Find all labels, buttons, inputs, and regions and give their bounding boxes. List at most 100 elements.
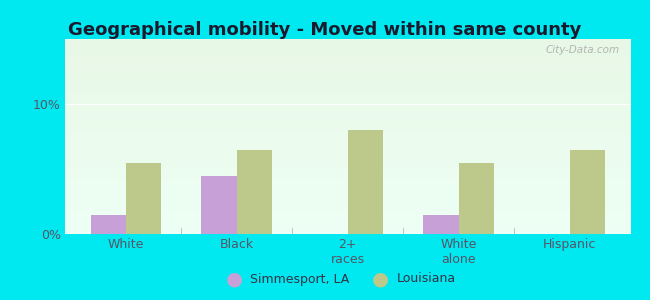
Bar: [65, 121, 630, 122]
Bar: [65, 175, 630, 176]
Bar: [65, 101, 630, 102]
Bar: [65, 144, 630, 145]
Bar: [65, 118, 630, 119]
Text: Louisiana: Louisiana: [396, 272, 456, 286]
Bar: [65, 51, 630, 52]
Text: City-Data.com: City-Data.com: [545, 45, 619, 55]
Bar: [65, 180, 630, 181]
Bar: [65, 111, 630, 112]
Bar: [65, 136, 630, 137]
Bar: [65, 99, 630, 101]
Bar: [65, 225, 630, 226]
Bar: [65, 214, 630, 215]
Bar: [65, 41, 630, 42]
Bar: [65, 45, 630, 46]
Bar: [65, 53, 630, 54]
Bar: [65, 182, 630, 183]
Bar: [65, 199, 630, 200]
Bar: [65, 106, 630, 107]
Bar: [65, 69, 630, 70]
Bar: [65, 207, 630, 208]
Bar: [65, 163, 630, 164]
Bar: [65, 49, 630, 50]
Bar: [65, 42, 630, 43]
Bar: [65, 156, 630, 157]
Bar: [65, 186, 630, 187]
Text: ●: ●: [372, 269, 389, 289]
Bar: [65, 211, 630, 212]
Bar: [65, 229, 630, 230]
Bar: [65, 151, 630, 152]
Bar: [65, 73, 630, 74]
Bar: [90, 214, 126, 234]
Bar: [65, 153, 630, 154]
Bar: [569, 149, 605, 234]
Bar: [65, 120, 630, 121]
Bar: [65, 74, 630, 75]
Bar: [65, 125, 630, 126]
Bar: [65, 43, 630, 44]
Bar: [65, 191, 630, 192]
Bar: [65, 112, 630, 113]
Bar: [65, 119, 630, 120]
Bar: [65, 184, 630, 185]
Bar: [65, 64, 630, 65]
Bar: [65, 93, 630, 94]
Bar: [65, 200, 630, 201]
Bar: [65, 233, 630, 234]
Bar: [459, 163, 494, 234]
Bar: [65, 105, 630, 106]
Bar: [65, 205, 630, 206]
Bar: [65, 92, 630, 93]
Bar: [65, 83, 630, 84]
Bar: [65, 183, 630, 184]
Bar: [65, 162, 630, 163]
Bar: [65, 133, 630, 134]
Bar: [65, 202, 630, 203]
Bar: [65, 82, 630, 83]
Bar: [65, 68, 630, 69]
Bar: [65, 115, 630, 116]
Bar: [65, 109, 630, 110]
Bar: [65, 141, 630, 142]
Bar: [65, 114, 630, 115]
Bar: [65, 100, 630, 101]
Bar: [126, 163, 161, 234]
Bar: [65, 223, 630, 224]
Text: Simmesport, LA: Simmesport, LA: [250, 272, 350, 286]
Bar: [65, 231, 630, 232]
Bar: [65, 44, 630, 45]
Bar: [65, 139, 630, 140]
Bar: [65, 210, 630, 211]
Bar: [65, 226, 630, 227]
Bar: [65, 157, 630, 158]
Bar: [65, 206, 630, 207]
Bar: [65, 193, 630, 194]
Bar: [65, 102, 630, 103]
Bar: [65, 170, 630, 171]
Bar: [65, 132, 630, 133]
Bar: [65, 122, 630, 123]
Bar: [65, 87, 630, 88]
Bar: [65, 40, 630, 41]
Bar: [65, 46, 630, 47]
Bar: [202, 176, 237, 234]
Bar: [65, 85, 630, 86]
Bar: [65, 198, 630, 199]
Bar: [65, 67, 630, 68]
Bar: [65, 154, 630, 155]
Bar: [65, 164, 630, 165]
Bar: [65, 128, 630, 129]
Bar: [65, 224, 630, 225]
Bar: [65, 77, 630, 78]
Bar: [65, 192, 630, 193]
Bar: [65, 48, 630, 49]
Bar: [65, 209, 630, 210]
Bar: [65, 81, 630, 82]
Bar: [65, 152, 630, 153]
Bar: [65, 58, 630, 59]
Bar: [65, 143, 630, 144]
Bar: [65, 60, 630, 62]
Bar: [65, 76, 630, 77]
Bar: [65, 165, 630, 166]
